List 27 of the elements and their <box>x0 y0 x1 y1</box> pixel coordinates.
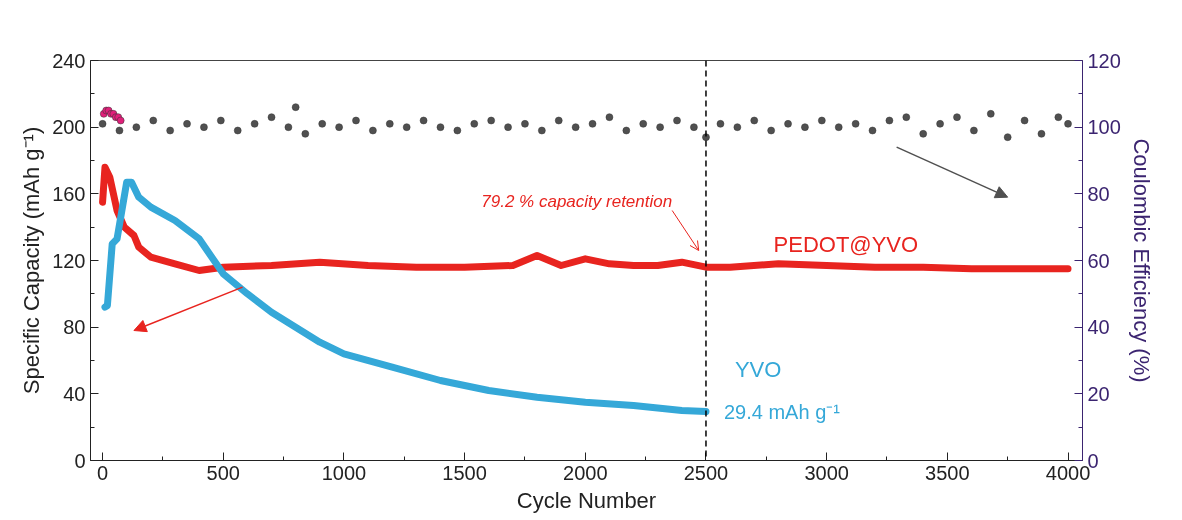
annotation: 79.2 % capacity retention <box>481 191 673 211</box>
y2-tick-label: 120 <box>1087 49 1121 72</box>
y2-tick-label: 100 <box>1087 116 1121 139</box>
x-tick-label: 1000 <box>321 461 367 484</box>
x-axis-title: Cycle Number <box>516 487 657 513</box>
x-tick-label: 0 <box>97 461 109 484</box>
x-tick-label: 3500 <box>925 461 970 484</box>
x-tick-label: 2000 <box>563 461 608 484</box>
y-axis-title: Specific Capacity (mAh g⁻¹) <box>19 126 45 395</box>
x-tick-label: 3000 <box>804 461 849 484</box>
series-label: PEDOT@YVO <box>773 232 919 258</box>
x-tick-label: 2500 <box>683 461 729 484</box>
y-tick-label: 160 <box>52 182 86 205</box>
y2-tick-label: 80 <box>1087 182 1110 205</box>
y2-axis-title: Coulombic Efficiency (%) <box>1128 138 1154 383</box>
x-tick-label: 1500 <box>442 461 487 484</box>
series-label: YVO <box>734 356 782 382</box>
y2-tick-label: 60 <box>1087 249 1110 272</box>
y-tick-label: 240 <box>52 49 86 72</box>
y-tick-label: 200 <box>52 116 86 139</box>
y-tick-label: 120 <box>52 249 86 272</box>
y2-tick-label: 40 <box>1087 316 1110 339</box>
y2-tick-label: 20 <box>1087 382 1110 405</box>
y-tick-label: 40 <box>63 382 86 405</box>
x-tick-label: 500 <box>206 461 240 484</box>
y-tick-label: 80 <box>63 316 86 339</box>
annotation: 29.4 mAh g⁻¹ <box>723 400 841 423</box>
